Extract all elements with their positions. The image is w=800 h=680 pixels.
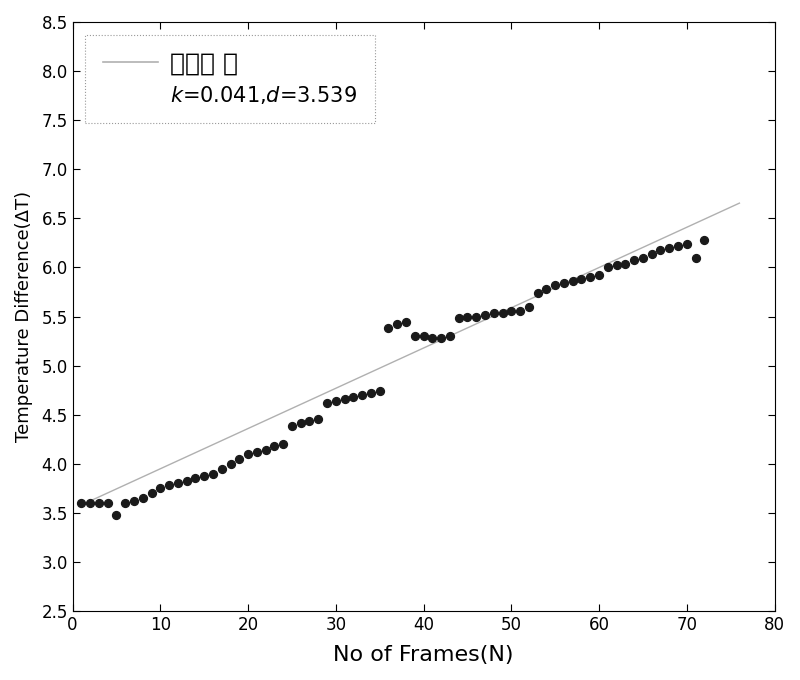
Point [646, 248, 658, 259]
Point [514, 305, 526, 316]
Point [180, 476, 193, 487]
Point [558, 277, 570, 288]
Point [619, 258, 632, 269]
Point [171, 478, 184, 489]
Point [637, 252, 650, 263]
Point [127, 496, 140, 507]
Point [698, 235, 710, 245]
X-axis label: No of Frames(N): No of Frames(N) [334, 645, 514, 665]
Point [496, 307, 509, 318]
Point [347, 392, 360, 403]
Point [215, 463, 228, 474]
Point [382, 323, 395, 334]
Point [110, 509, 123, 520]
Point [93, 498, 106, 509]
Y-axis label: Temperature Difference(ΔT): Temperature Difference(ΔT) [15, 191, 33, 442]
Point [136, 493, 149, 504]
Point [162, 480, 175, 491]
Point [242, 449, 254, 460]
Point [654, 244, 667, 255]
Point [566, 275, 579, 286]
Point [602, 262, 614, 273]
Point [356, 390, 369, 401]
Point [259, 445, 272, 456]
Point [286, 421, 298, 432]
Point [487, 307, 500, 318]
Point [434, 333, 447, 343]
Point [680, 239, 693, 250]
Point [399, 317, 412, 328]
Point [426, 333, 438, 343]
Point [294, 417, 307, 428]
Point [443, 330, 456, 341]
Point [610, 260, 623, 271]
Point [154, 483, 166, 494]
Point [198, 470, 210, 481]
Point [102, 498, 114, 509]
Legend: 拟合直 线, $k$=0.041,$d$=3.539: 拟合直 线, $k$=0.041,$d$=3.539 [85, 35, 374, 123]
Point [593, 270, 606, 281]
Point [303, 415, 316, 426]
Point [75, 498, 88, 509]
Point [663, 242, 676, 253]
Point [505, 305, 518, 316]
Point [189, 473, 202, 484]
Point [206, 468, 219, 479]
Point [417, 330, 430, 341]
Point [268, 441, 281, 452]
Point [145, 488, 158, 498]
Point [365, 388, 378, 398]
Point [330, 396, 342, 407]
Point [224, 458, 237, 469]
Point [461, 311, 474, 322]
Point [277, 439, 290, 449]
Point [478, 309, 491, 320]
Point [84, 498, 97, 509]
Point [250, 447, 263, 458]
Point [321, 398, 334, 409]
Point [549, 279, 562, 290]
Point [312, 413, 325, 424]
Point [408, 330, 421, 341]
Point [374, 386, 386, 396]
Point [233, 454, 246, 464]
Point [689, 252, 702, 263]
Point [470, 311, 482, 322]
Point [391, 319, 404, 330]
Point [540, 284, 553, 294]
Point [522, 301, 535, 312]
Point [584, 272, 597, 283]
Point [628, 254, 641, 265]
Point [338, 394, 351, 405]
Point [671, 241, 684, 252]
Point [452, 313, 465, 324]
Point [531, 288, 544, 299]
Point [119, 498, 132, 509]
Point [575, 274, 588, 285]
